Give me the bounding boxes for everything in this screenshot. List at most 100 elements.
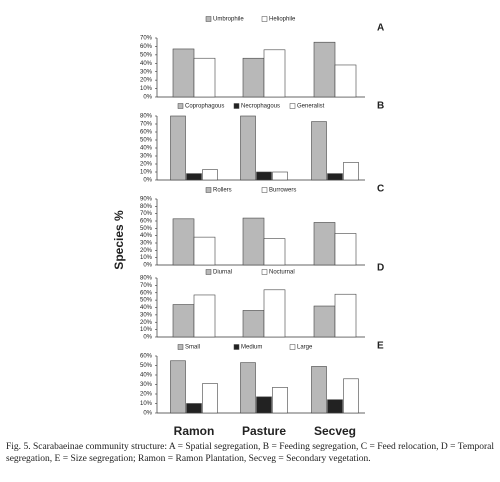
legend-label: Generalist	[297, 104, 325, 110]
legend-swatch	[261, 16, 268, 22]
legend-swatch	[233, 103, 240, 109]
bar	[343, 162, 359, 181]
y-tick-label: 40%	[140, 373, 153, 379]
bar	[256, 396, 272, 414]
y-tick-label: 50%	[140, 298, 153, 304]
y-tick-label: 20%	[140, 248, 153, 254]
y-tick-label: 50%	[140, 363, 153, 369]
y-tick-label: 0%	[143, 178, 152, 184]
bar	[334, 64, 357, 98]
y-tick-label: 0%	[143, 95, 152, 101]
legend-swatch	[261, 187, 268, 193]
bar	[334, 233, 357, 266]
bar	[242, 57, 265, 98]
y-tick-label: 20%	[140, 162, 153, 168]
y-tick-label: 40%	[140, 233, 153, 239]
bar	[172, 218, 195, 266]
y-tick-label: 70%	[140, 211, 153, 217]
legend-label: Necrophagous	[241, 104, 280, 110]
bar	[272, 171, 288, 181]
y-tick-label: 0%	[143, 411, 152, 417]
caption: Fig. 5. Scarabaeinae community structure…	[6, 442, 494, 464]
bar	[313, 222, 336, 266]
bar	[172, 304, 195, 338]
y-tick-label: 50%	[140, 52, 153, 58]
bar	[240, 115, 256, 181]
bar	[240, 362, 256, 414]
y-tick-label: 90%	[140, 197, 153, 203]
legend-label: Medium	[241, 345, 262, 351]
bar	[186, 173, 202, 181]
panel-label: C	[377, 184, 384, 195]
bar	[170, 115, 186, 181]
legend-swatch	[205, 187, 212, 193]
y-tick-label: 80%	[140, 276, 153, 282]
y-tick-label: 20%	[140, 78, 153, 84]
bar	[202, 169, 218, 181]
y-tick-label: 40%	[140, 61, 153, 67]
bar	[242, 310, 265, 338]
bar	[311, 121, 327, 181]
y-tick-label: 0%	[143, 335, 152, 341]
y-tick-label: 20%	[140, 320, 153, 326]
x-tick-label: Secveg	[314, 424, 356, 438]
y-tick-label: 60%	[140, 219, 153, 225]
bar	[170, 360, 186, 414]
y-tick-label: 20%	[140, 392, 153, 398]
panel-label: E	[377, 341, 384, 352]
y-tick-label: 40%	[140, 305, 153, 311]
legend-label: Coprophagous	[185, 104, 224, 110]
bar	[313, 41, 336, 98]
y-tick-label: 80%	[140, 204, 153, 210]
y-tick-label: 10%	[140, 170, 153, 176]
bar	[202, 383, 218, 414]
x-tick-label: Pasture	[242, 424, 286, 438]
y-tick-label: 0%	[143, 263, 152, 269]
legend-label: Burrowers	[269, 188, 296, 194]
bar	[193, 294, 216, 338]
y-tick-label: 10%	[140, 86, 153, 92]
y-tick-label: 80%	[140, 114, 153, 120]
bar	[263, 289, 286, 338]
y-tick-label: 30%	[140, 382, 153, 388]
legend-label: Heliophile	[269, 17, 296, 23]
legend-swatch	[177, 344, 184, 350]
panel-label: B	[377, 101, 384, 112]
legend-label: Diurnal	[213, 270, 232, 276]
y-tick-label: 50%	[140, 226, 153, 232]
bar	[193, 57, 216, 98]
y-tick-label: 30%	[140, 69, 153, 75]
y-tick-label: 60%	[140, 354, 153, 360]
y-tick-label: 10%	[140, 255, 153, 261]
bar	[327, 173, 343, 181]
y-tick-label: 70%	[140, 283, 153, 289]
y-tick-label: 60%	[140, 44, 153, 50]
bar	[311, 366, 327, 414]
bar	[313, 305, 336, 338]
bar	[263, 238, 286, 266]
bar	[327, 399, 343, 414]
bar	[256, 171, 272, 181]
legend-swatch	[289, 344, 296, 350]
legend-label: Umbrophile	[213, 17, 244, 23]
chart: Species % Ramon Pasture SecvegA0%10%20%30%…	[112, 16, 384, 438]
y-tick-label: 60%	[140, 130, 153, 136]
panel-label: D	[377, 263, 384, 274]
bar	[272, 387, 288, 414]
bar	[242, 217, 265, 266]
panel-label: A	[377, 23, 384, 34]
legend-swatch	[261, 269, 268, 275]
legend-swatch	[233, 344, 240, 350]
legend-swatch	[205, 16, 212, 22]
legend-label: Nocturnal	[269, 270, 295, 276]
legend-swatch	[205, 269, 212, 275]
y-tick-label: 30%	[140, 312, 153, 318]
bar	[343, 378, 359, 414]
bar	[186, 403, 202, 414]
legend-label: Rollers	[213, 188, 232, 194]
y-tick-label: 70%	[140, 36, 153, 42]
y-tick-label: 10%	[140, 327, 153, 333]
y-tick-label: 70%	[140, 122, 153, 128]
legend-swatch	[289, 103, 296, 109]
